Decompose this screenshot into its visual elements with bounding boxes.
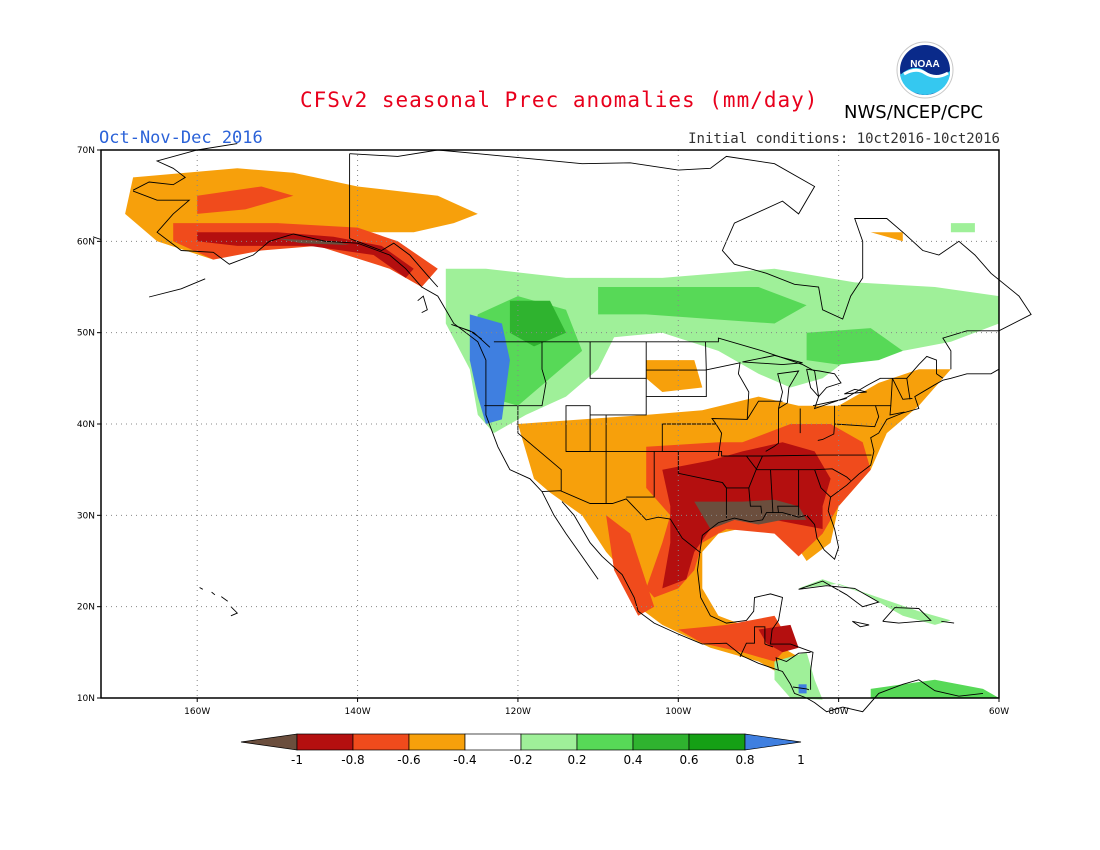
legend-arrow-low <box>240 733 298 751</box>
anomaly-cells <box>125 168 999 700</box>
legend-swatch <box>352 733 410 751</box>
color-legend: -1 -0.8 -0.6 -0.4 -0.2 0.2 0.4 0.6 0.8 1 <box>240 733 805 767</box>
lon-label: 140W <box>345 707 371 717</box>
forecast-period: Oct-Nov-Dec 2016 <box>99 128 263 148</box>
noaa-logo: NOAA <box>896 41 954 99</box>
legend-swatch <box>632 733 690 751</box>
longitude-labels: 160W 140W 120W 100W 80W 60W <box>184 698 1009 717</box>
legend-swatch <box>408 733 466 751</box>
legend-label: 1 <box>797 753 805 767</box>
lat-label: 60N <box>77 237 95 247</box>
lat-label: 70N <box>77 146 95 156</box>
legend-label: 0.8 <box>735 753 754 767</box>
legend-swatch <box>296 733 354 751</box>
legend-label: -0.8 <box>341 753 364 767</box>
country-state-borders <box>92 143 1032 713</box>
lat-label: 10N <box>77 694 95 704</box>
legend-arrow-high <box>744 733 802 751</box>
legend-label: -1 <box>291 753 303 767</box>
initial-conditions: Initial conditions: 10ct2016-10ct2016 <box>688 131 1000 147</box>
latitude-labels: 70N 60N 50N 40N 30N 20N 10N <box>77 146 101 704</box>
legend-swatch <box>520 733 578 751</box>
lon-label: 60W <box>989 707 1009 717</box>
legend-label: -0.2 <box>509 753 532 767</box>
legend-label: -0.6 <box>397 753 420 767</box>
agency-label: NWS/NCEP/CPC <box>844 102 984 123</box>
legend-swatch <box>576 733 634 751</box>
map-title: CFSv2 seasonal Prec anomalies (mm/day) <box>300 88 819 112</box>
legend-swatch <box>464 733 522 751</box>
legend-label: -0.4 <box>453 753 476 767</box>
lat-label: 20N <box>77 603 95 613</box>
legend-label: 0.4 <box>623 753 642 767</box>
legend-label: 0.6 <box>679 753 698 767</box>
legend-swatch <box>688 733 746 751</box>
lat-label: 30N <box>77 511 95 521</box>
lon-label: 120W <box>505 707 531 717</box>
lat-label: 50N <box>77 329 95 339</box>
legend-label: 0.2 <box>567 753 586 767</box>
lon-label: 100W <box>665 707 691 717</box>
lat-label: 40N <box>77 420 95 430</box>
lon-label: 160W <box>184 707 210 717</box>
lon-label: 80W <box>828 707 848 717</box>
logo-text: NOAA <box>910 59 939 70</box>
